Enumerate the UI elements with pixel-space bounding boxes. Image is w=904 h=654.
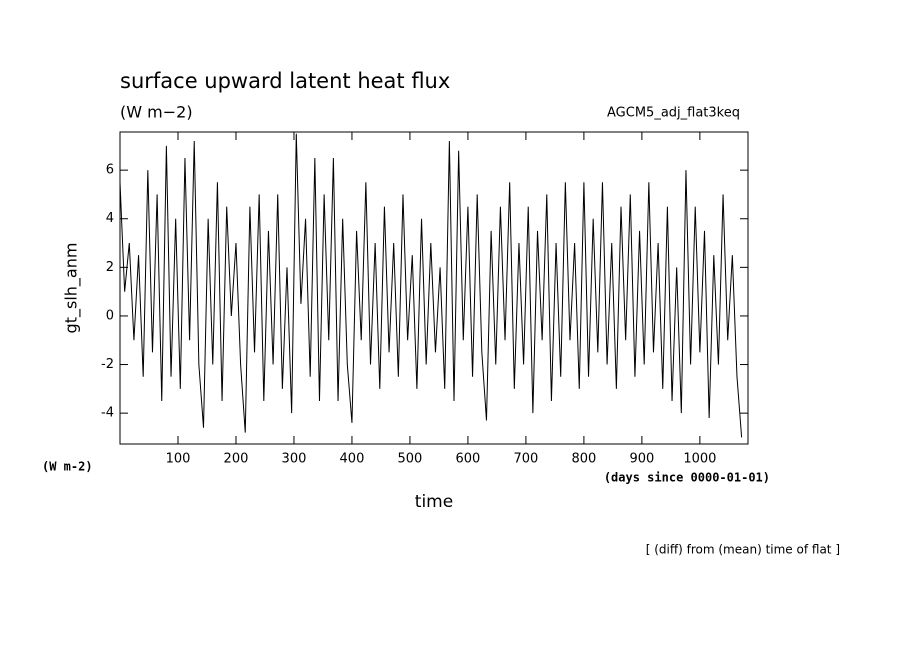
note: [ (diff) from (mean) time of flat ] [646, 543, 840, 557]
y-tick-label: 0 [106, 308, 114, 323]
plot-frame [119, 131, 749, 445]
y-tick-label: -4 [101, 406, 114, 421]
x-tick-label: 1000 [683, 452, 716, 467]
y-tick-label: -2 [101, 357, 114, 372]
data-line [119, 133, 743, 438]
y-unit: (W m-2) [42, 460, 93, 474]
x-unit: (days since 0000-01-01) [604, 471, 770, 485]
x-tick-label: 800 [571, 452, 596, 467]
x-tick-label: 900 [629, 452, 654, 467]
x-tick-label: 700 [513, 452, 538, 467]
x-tick-label: 200 [224, 452, 249, 467]
experiment-label: AGCM5_adj_flat3keq [607, 106, 740, 121]
x-tick-label: 100 [166, 452, 191, 467]
x-tick-label: 300 [282, 452, 307, 467]
y-tick-label: 6 [106, 163, 114, 178]
chart-subtitle: (W m−2) [120, 103, 193, 122]
chart-title: surface upward latent heat flux [120, 69, 450, 93]
x-tick-label: 600 [456, 452, 481, 467]
y-tick-label: 2 [106, 260, 114, 275]
x-axis-label: time [415, 492, 453, 512]
x-tick-label: 400 [340, 452, 365, 467]
y-tick-label: 4 [106, 211, 114, 226]
x-tick-label: 500 [398, 452, 423, 467]
y-axis-label: gt_slh_anm [62, 243, 82, 334]
